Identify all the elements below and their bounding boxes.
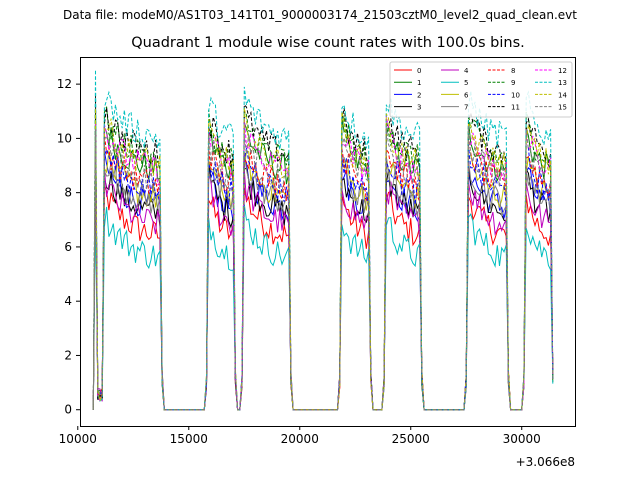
y-tick-label: 10 xyxy=(57,131,72,145)
y-tick-label: 6 xyxy=(64,240,72,254)
legend-label: 8 xyxy=(511,67,515,75)
suptitle: Data file: modeM0/AS1T03_141T01_90000031… xyxy=(63,8,577,22)
y-axis: 0 2 4 6 8 10 12 xyxy=(57,77,80,417)
legend-label: 14 xyxy=(558,91,567,99)
legend-label: 6 xyxy=(464,91,469,99)
x-offset-label: +3.066e8 xyxy=(516,455,575,469)
legend-label: 7 xyxy=(464,104,468,112)
legend-box xyxy=(389,61,573,118)
y-tick-label: 2 xyxy=(64,348,72,362)
x-axis: 10000 15000 20000 25000 30000 xyxy=(59,426,541,446)
y-tick-label: 4 xyxy=(64,294,72,308)
y-tick-label: 12 xyxy=(57,77,72,91)
legend-label: 12 xyxy=(558,67,567,75)
legend-label: 1 xyxy=(417,79,421,87)
axes-frame xyxy=(80,57,576,427)
legend-label: 10 xyxy=(511,91,520,99)
series-line-15 xyxy=(92,126,554,411)
legend-label: 15 xyxy=(558,104,567,112)
legend-label: 4 xyxy=(464,67,469,75)
legend-label: 3 xyxy=(417,104,421,112)
legend-label: 2 xyxy=(417,91,421,99)
x-tick-label: 25000 xyxy=(392,432,430,446)
chart-title: Quadrant 1 module wise count rates with … xyxy=(131,35,525,51)
legend-label: 11 xyxy=(511,104,520,112)
legend-label: 13 xyxy=(558,79,567,87)
plot-lines xyxy=(92,69,554,411)
x-tick-label: 30000 xyxy=(503,432,541,446)
series-line-13 xyxy=(92,69,554,411)
x-tick-label: 20000 xyxy=(281,432,319,446)
legend-label: 9 xyxy=(511,79,515,87)
y-tick-label: 8 xyxy=(64,186,72,200)
legend-label: 0 xyxy=(417,67,421,75)
y-tick-label: 0 xyxy=(64,403,72,417)
x-tick-label: 15000 xyxy=(170,432,208,446)
legend-label: 5 xyxy=(464,79,468,87)
x-tick-label: 10000 xyxy=(59,432,97,446)
